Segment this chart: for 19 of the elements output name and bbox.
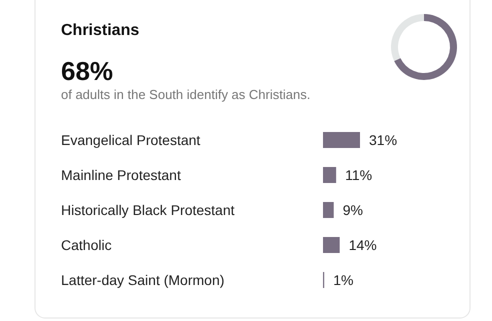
y-tick-label: Evangelical Protestant bbox=[61, 132, 200, 148]
bar bbox=[323, 237, 340, 253]
text: Christians bbox=[61, 22, 140, 39]
y-tick-label: Catholic bbox=[61, 237, 112, 253]
y-tick-label: Mainline Protestant bbox=[61, 167, 181, 183]
data-label: 14% bbox=[348, 237, 377, 253]
text: of adults in the South identify as Christians. bbox=[61, 87, 310, 102]
data-label: 9% bbox=[342, 202, 363, 218]
y-tick-label: Historically Black Protestant bbox=[61, 202, 235, 218]
bar bbox=[323, 132, 360, 148]
text: 68% bbox=[61, 56, 114, 86]
donut-slice bbox=[391, 14, 424, 62]
data-label: 31% bbox=[369, 132, 398, 148]
bar bbox=[323, 167, 336, 183]
donut-slice bbox=[394, 14, 457, 80]
data-label: 1% bbox=[333, 272, 354, 288]
data-label: 11% bbox=[345, 167, 372, 183]
bar bbox=[323, 202, 334, 218]
y-tick-label: Latter-day Saint (Mormon) bbox=[61, 272, 224, 288]
